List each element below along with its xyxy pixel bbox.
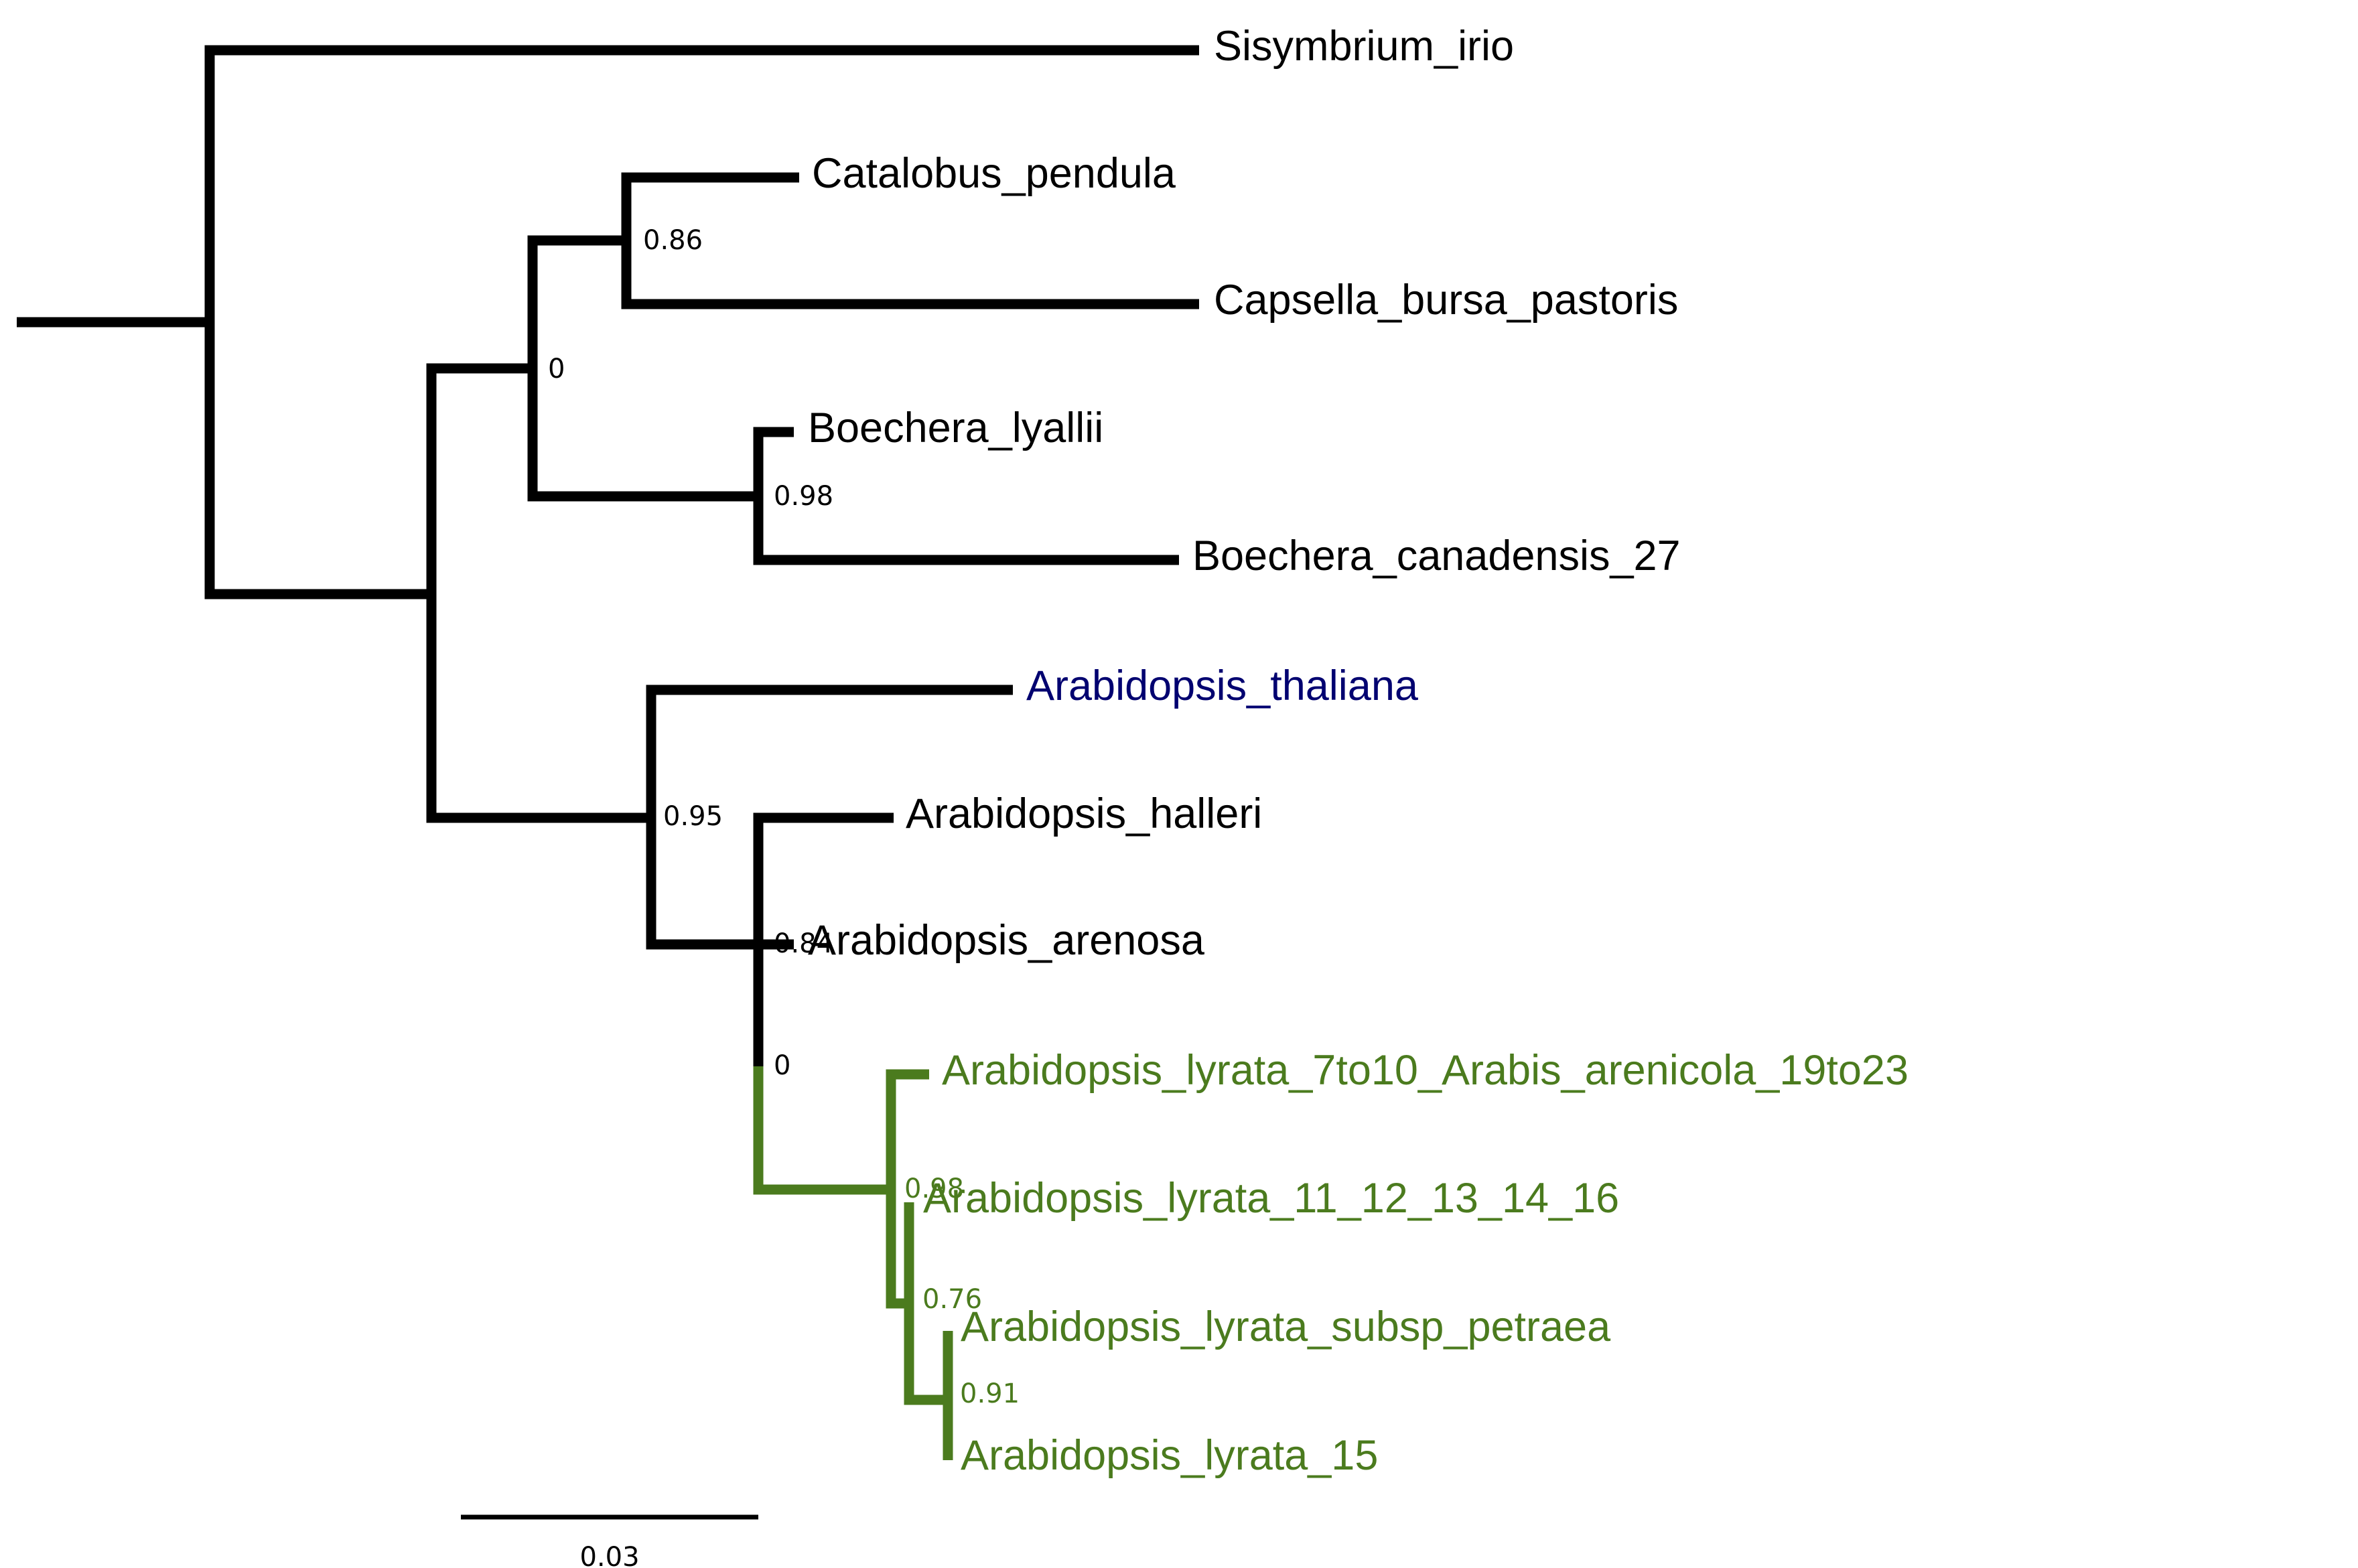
branch-catalobus-capsella-split bbox=[621, 172, 1199, 309]
tip-label-capsella-bursa-pastoris: Capsella_bursa_pastoris bbox=[1214, 277, 1678, 324]
tip-label-catalobus-pendula: Catalobus_pendula bbox=[812, 150, 1176, 197]
branch-capsella-boechera-split bbox=[527, 235, 758, 502]
support-value: 0.98 bbox=[774, 481, 833, 512]
support-value: 0.84 bbox=[774, 928, 833, 959]
branch-halleri-arenosa-split bbox=[753, 812, 894, 1066]
tip-label-sisymbrium-irio: Sisymbrium_irio bbox=[1214, 23, 1514, 70]
branch-boechera-split bbox=[753, 427, 1179, 565]
branch-lyrata-a-split bbox=[886, 1069, 929, 1309]
scale-bar: 0.03 bbox=[461, 1514, 758, 1568]
branch-lyrata-root bbox=[753, 1066, 891, 1195]
tip-label-arabidopsis-halleri: Arabidopsis_halleri bbox=[906, 790, 1262, 837]
scale-bar-label: 0.03 bbox=[579, 1542, 639, 1568]
tip-label-arabidopsis-lyrata-11-16: Arabidopsis_lyrata_11_12_13_14_16 bbox=[923, 1175, 1619, 1222]
lyrata-clade-branches bbox=[753, 1066, 953, 1460]
branch-root-split bbox=[204, 45, 1199, 599]
branch-lyrata-b-split bbox=[904, 1202, 948, 1405]
tip-labels: Sisymbrium_irio Catalobus_pendula Capsel… bbox=[808, 23, 1909, 1479]
branch-brassiceae-split bbox=[426, 363, 651, 823]
support-value: 0 bbox=[548, 354, 565, 384]
tip-label-arabidopsis-thaliana: Arabidopsis_thaliana bbox=[1026, 662, 1419, 709]
support-value: 0.91 bbox=[960, 1378, 1020, 1409]
tip-label-arabidopsis-lyrata-15: Arabidopsis_lyrata_15 bbox=[961, 1432, 1378, 1479]
tree-branches bbox=[17, 45, 1199, 1066]
support-values: 0.86 0 0.98 0.95 0.84 0 0.98 0.76 0.91 bbox=[548, 225, 1020, 1409]
support-value: 0.76 bbox=[922, 1284, 982, 1315]
support-value: 0 bbox=[774, 1050, 790, 1081]
tip-label-boechera-lyallii: Boechera_lyallii bbox=[808, 405, 1103, 451]
support-value: 0.95 bbox=[663, 801, 723, 832]
tip-label-boechera-canadensis-27: Boechera_canadensis_27 bbox=[1192, 532, 1681, 579]
support-value: 0.98 bbox=[904, 1173, 964, 1204]
tip-label-arabidopsis-arenosa: Arabidopsis_arenosa bbox=[808, 917, 1205, 964]
support-value: 0.86 bbox=[643, 225, 703, 256]
tip-label-arabidopsis-lyrata-subsp-petraea: Arabidopsis_lyrata_subsp_petraea bbox=[961, 1303, 1611, 1350]
branch-arabidopsis-split bbox=[646, 685, 1013, 950]
tip-label-arabidopsis-lyrata-7to10: Arabidopsis_lyrata_7to10_Arabis_arenicol… bbox=[942, 1047, 1909, 1094]
